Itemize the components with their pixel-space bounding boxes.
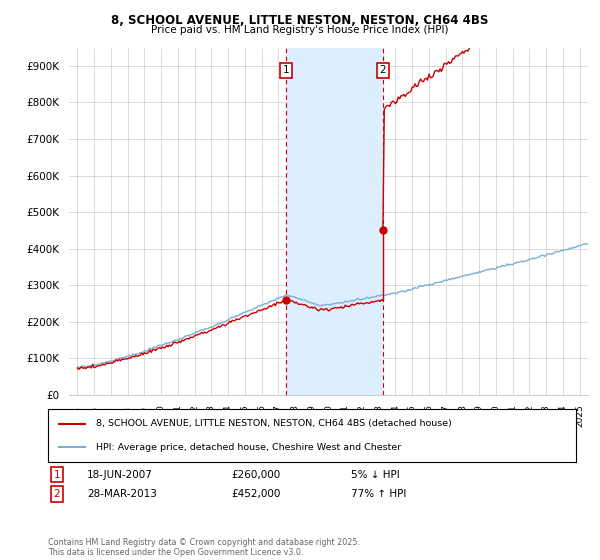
Text: 2: 2: [379, 65, 386, 75]
Text: 77% ↑ HPI: 77% ↑ HPI: [351, 489, 406, 499]
Text: 18-JUN-2007: 18-JUN-2007: [87, 470, 153, 480]
Text: 1: 1: [53, 470, 61, 480]
Text: 5% ↓ HPI: 5% ↓ HPI: [351, 470, 400, 480]
Text: £260,000: £260,000: [231, 470, 280, 480]
Text: 8, SCHOOL AVENUE, LITTLE NESTON, NESTON, CH64 4BS: 8, SCHOOL AVENUE, LITTLE NESTON, NESTON,…: [112, 14, 488, 27]
Text: 28-MAR-2013: 28-MAR-2013: [87, 489, 157, 499]
Text: 1: 1: [283, 65, 289, 75]
Text: HPI: Average price, detached house, Cheshire West and Chester: HPI: Average price, detached house, Ches…: [95, 442, 401, 451]
Text: 2: 2: [53, 489, 61, 499]
Bar: [286, 48, 383, 395]
Text: £452,000: £452,000: [231, 489, 280, 499]
Text: Contains HM Land Registry data © Crown copyright and database right 2025.
This d: Contains HM Land Registry data © Crown c…: [48, 538, 360, 557]
Text: Price paid vs. HM Land Registry's House Price Index (HPI): Price paid vs. HM Land Registry's House …: [151, 25, 449, 35]
Text: 8, SCHOOL AVENUE, LITTLE NESTON, NESTON, CH64 4BS (detached house): 8, SCHOOL AVENUE, LITTLE NESTON, NESTON,…: [95, 419, 451, 428]
